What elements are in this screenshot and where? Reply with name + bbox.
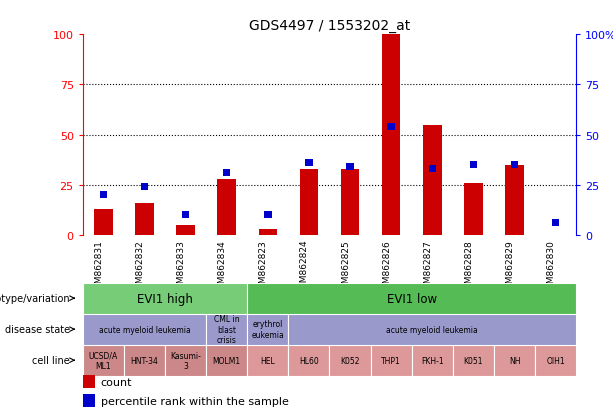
Text: K052: K052 (340, 356, 360, 365)
Text: GSM862833: GSM862833 (177, 239, 186, 294)
Bar (165, 345, 206, 376)
Bar (464, 183, 482, 235)
Bar (382, 35, 400, 235)
Text: percentile rank within the sample: percentile rank within the sample (101, 396, 289, 406)
Text: GSM862834: GSM862834 (218, 239, 227, 294)
Text: GSM862828: GSM862828 (465, 239, 473, 294)
Bar (141, 184, 148, 191)
Bar (83, 394, 95, 407)
Bar (83, 375, 95, 388)
Bar (83, 283, 247, 314)
Text: GSM862823: GSM862823 (259, 239, 268, 294)
Text: acute myeloid leukemia: acute myeloid leukemia (386, 325, 478, 334)
Bar (412, 345, 453, 376)
Bar (505, 165, 524, 235)
Text: CML in
blast
crisis: CML in blast crisis (214, 315, 240, 344)
Bar (288, 345, 329, 376)
Text: genotype/variation: genotype/variation (0, 293, 70, 304)
Text: GSM862826: GSM862826 (382, 239, 391, 294)
Bar (218, 179, 236, 235)
Bar (494, 345, 535, 376)
Text: GSM862831: GSM862831 (94, 239, 104, 294)
Text: THP1: THP1 (381, 356, 401, 365)
Bar (300, 169, 318, 235)
Bar (453, 345, 494, 376)
Bar (535, 345, 576, 376)
Bar (182, 212, 189, 219)
Text: erythrol
eukemia: erythrol eukemia (251, 320, 284, 339)
Text: GSM862829: GSM862829 (506, 239, 514, 294)
Text: disease state: disease state (5, 324, 70, 335)
Text: GSM862830: GSM862830 (547, 239, 555, 294)
Bar (94, 209, 113, 235)
Bar (247, 345, 288, 376)
Bar (247, 283, 576, 314)
Text: GSM862825: GSM862825 (341, 239, 350, 294)
Text: acute myeloid leukemia: acute myeloid leukemia (99, 325, 190, 334)
Bar (264, 212, 272, 219)
Text: FKH-1: FKH-1 (421, 356, 444, 365)
Text: EVI1 high: EVI1 high (137, 292, 193, 305)
Title: GDS4497 / 1553202_at: GDS4497 / 1553202_at (249, 19, 410, 33)
Text: K051: K051 (463, 356, 483, 365)
Text: cell line: cell line (32, 355, 70, 366)
Bar (135, 203, 154, 235)
Bar (124, 345, 165, 376)
Bar (206, 345, 247, 376)
Text: GSM862827: GSM862827 (424, 239, 432, 294)
Text: GSM862824: GSM862824 (300, 239, 309, 294)
Text: count: count (101, 377, 132, 387)
Text: EVI1 low: EVI1 low (387, 292, 437, 305)
Bar (83, 345, 124, 376)
Bar (552, 220, 559, 227)
Text: HNT-34: HNT-34 (131, 356, 158, 365)
Bar (470, 162, 477, 169)
Bar (206, 314, 247, 345)
Text: HL60: HL60 (299, 356, 319, 365)
Bar (387, 124, 395, 131)
Bar (288, 314, 576, 345)
Bar (259, 229, 277, 235)
Bar (305, 160, 313, 167)
Bar (341, 169, 359, 235)
Bar (346, 164, 354, 171)
Text: MOLM1: MOLM1 (213, 356, 241, 365)
Bar (371, 345, 412, 376)
Text: Kasumi-
3: Kasumi- 3 (170, 351, 201, 370)
Text: OIH1: OIH1 (546, 356, 565, 365)
Text: GSM862832: GSM862832 (135, 239, 145, 294)
Bar (223, 170, 230, 177)
Text: NH: NH (509, 356, 520, 365)
Bar (511, 162, 518, 169)
Bar (177, 225, 195, 235)
Text: HEL: HEL (261, 356, 275, 365)
Text: UCSD/A
ML1: UCSD/A ML1 (89, 351, 118, 370)
Bar (83, 314, 206, 345)
Bar (423, 125, 441, 235)
Bar (428, 166, 436, 173)
Bar (247, 314, 288, 345)
Bar (100, 192, 107, 199)
Bar (330, 345, 371, 376)
